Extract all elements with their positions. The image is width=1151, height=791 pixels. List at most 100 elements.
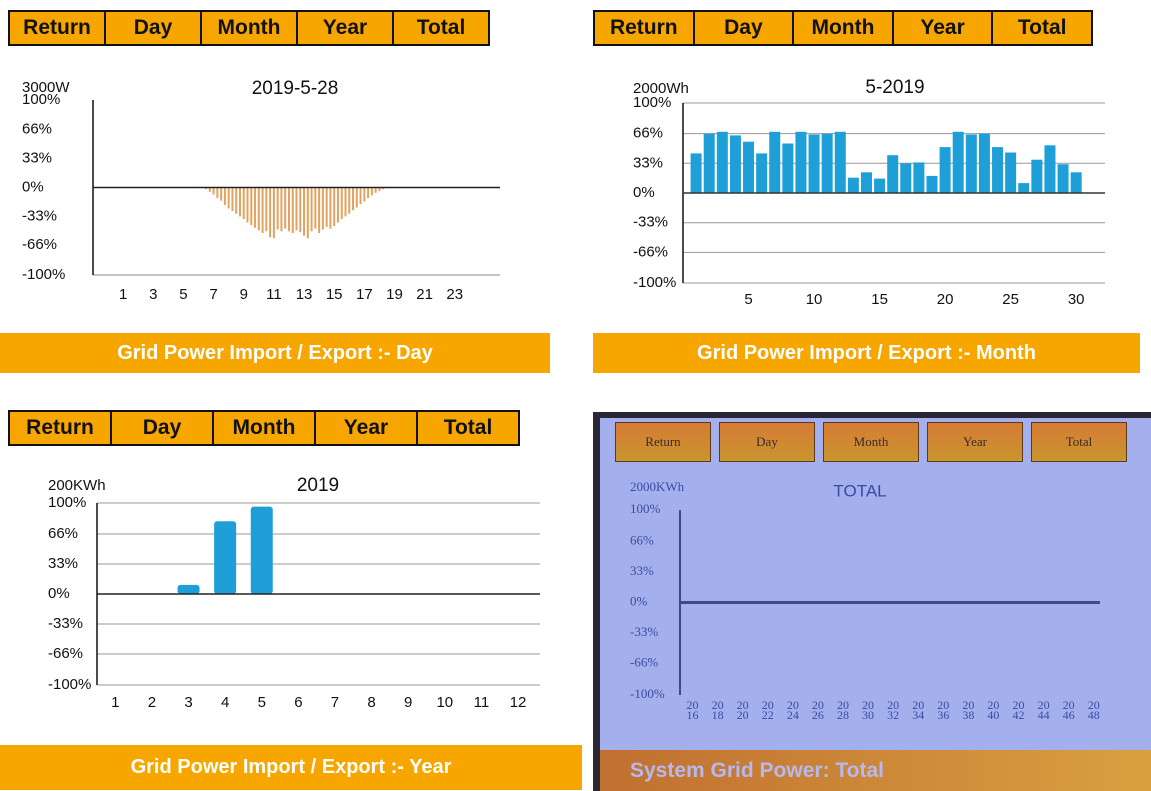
bar <box>782 144 793 194</box>
bar <box>953 132 964 193</box>
tab-button[interactable]: Day <box>695 12 795 44</box>
y-tick-label: -33% <box>22 207 57 224</box>
x-tick-label: 1 <box>119 286 127 303</box>
bar <box>691 153 702 193</box>
bar <box>311 188 313 232</box>
y-tick-label: 0% <box>630 593 648 608</box>
bar <box>1044 145 1055 193</box>
y-tick-label: 33% <box>633 154 663 171</box>
tab-button[interactable]: Day <box>719 422 815 462</box>
page: {"panels": [ {"buttons": ["Return", "Day… <box>0 0 1151 791</box>
x-tick-label: 20 28 <box>835 700 851 720</box>
bar <box>292 188 294 234</box>
x-tick-label: 5 <box>179 286 187 303</box>
y-tick-label: -100% <box>630 686 665 701</box>
bar <box>966 135 977 194</box>
tab-button[interactable]: Year <box>316 412 418 444</box>
x-tick-label: 10 <box>806 291 823 308</box>
y-tick-label: 0% <box>22 178 44 195</box>
x-tick-label: 12 <box>510 694 527 711</box>
y-tick-label: 100% <box>48 494 86 511</box>
bar <box>1031 160 1042 193</box>
bar <box>231 188 233 212</box>
tab-button[interactable]: Total <box>993 12 1091 44</box>
y-tick-label: 33% <box>22 150 52 167</box>
bar <box>178 585 200 594</box>
button-bar: ReturnDayMonthYearTotal <box>615 422 1127 462</box>
bar <box>756 153 767 193</box>
x-tick-label: 20 48 <box>1086 700 1102 720</box>
tab-button[interactable]: Month <box>794 12 894 44</box>
bar <box>269 188 271 238</box>
tab-button[interactable]: Total <box>418 412 518 444</box>
bar <box>235 188 237 214</box>
x-tick-label: 20 26 <box>810 700 826 720</box>
x-tick-label: 20 36 <box>935 700 951 720</box>
x-tick-label: 4 <box>221 694 229 711</box>
y-tick-label: -66% <box>630 655 658 670</box>
bar <box>375 188 377 193</box>
y-tick-label: 0% <box>633 184 655 201</box>
bar <box>296 188 298 231</box>
x-tick-label: 7 <box>209 286 217 303</box>
caption-bar: Grid Power Import / Export :- Day <box>0 333 550 373</box>
y-tick-label: -33% <box>630 624 658 639</box>
tab-button[interactable]: Year <box>927 422 1023 462</box>
tab-button[interactable]: Month <box>214 412 316 444</box>
bar <box>299 188 301 233</box>
bar <box>273 188 275 239</box>
bar <box>1005 153 1016 194</box>
tab-button[interactable]: Return <box>10 12 106 44</box>
bar <box>1058 164 1069 193</box>
tab-button[interactable]: Total <box>1031 422 1127 462</box>
bar <box>363 188 365 202</box>
bar <box>333 188 335 227</box>
bar <box>371 188 373 196</box>
chart-title: TOTAL <box>833 481 886 500</box>
bar <box>822 134 833 193</box>
tab-button[interactable]: Day <box>112 412 214 444</box>
x-tick-label: 20 20 <box>735 700 751 720</box>
tab-button[interactable]: Total <box>394 12 488 44</box>
x-tick-label: 20 32 <box>885 700 901 720</box>
x-tick-label: 20 18 <box>710 700 726 720</box>
x-tick-label: 20 <box>937 291 954 308</box>
x-tick-label: 20 34 <box>910 700 926 720</box>
x-tick-label: 15 <box>871 291 888 308</box>
tab-button[interactable]: Month <box>823 422 919 462</box>
caption-bar: Grid Power Import / Export :- Year <box>0 745 582 790</box>
tab-button[interactable]: Return <box>10 412 112 444</box>
x-tick-label: 10 <box>436 694 453 711</box>
tab-button[interactable]: Month <box>202 12 298 44</box>
tab-button[interactable]: Year <box>894 12 994 44</box>
bar <box>887 155 898 193</box>
bar <box>730 135 741 193</box>
bar <box>344 188 346 217</box>
y-tick-label: -33% <box>48 615 83 632</box>
bar <box>900 163 911 193</box>
bar <box>348 188 350 214</box>
tab-button[interactable]: Day <box>106 12 202 44</box>
chart-title: 2019 <box>297 475 339 496</box>
chart-title: 2019-5-28 <box>252 78 339 99</box>
tab-button[interactable]: Year <box>298 12 394 44</box>
bar <box>360 188 362 205</box>
bar <box>704 134 715 193</box>
bar <box>329 188 331 229</box>
tab-button[interactable]: Return <box>615 422 711 462</box>
y-tick-label: -33% <box>633 214 668 231</box>
x-tick-label: 21 <box>416 286 433 303</box>
x-tick-label: 8 <box>367 694 375 711</box>
bar <box>277 188 279 230</box>
x-tick-label: 20 16 <box>685 700 701 720</box>
bar <box>258 188 260 231</box>
x-tick-label: 17 <box>356 286 373 303</box>
bar <box>288 188 290 232</box>
y-tick-label: 0% <box>48 585 70 602</box>
tab-button[interactable]: Return <box>595 12 695 44</box>
button-bar: ReturnDayMonthYearTotal <box>593 10 1093 46</box>
bar <box>927 176 938 193</box>
bar <box>214 521 236 594</box>
y-tick-label: 66% <box>630 532 654 547</box>
